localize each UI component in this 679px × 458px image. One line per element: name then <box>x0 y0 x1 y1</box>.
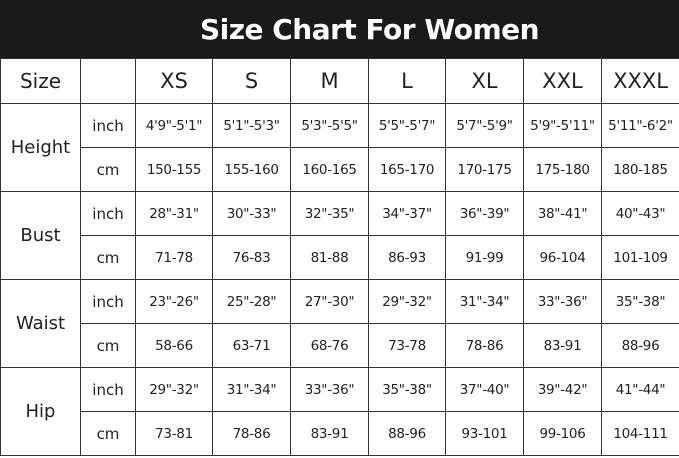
value-cell: 33"-36" <box>290 367 369 412</box>
size-header-l: L <box>368 58 446 104</box>
value-cell: 88-96 <box>601 323 679 368</box>
unit-label: inch <box>80 191 136 236</box>
value-cell: 58-66 <box>135 323 213 368</box>
value-cell: 81-88 <box>290 235 369 280</box>
value-cell: 27"-30" <box>290 279 369 324</box>
value-cell: 38"-41" <box>523 191 602 236</box>
size-label: Size <box>0 58 81 104</box>
value-cell: 160-165 <box>290 147 369 192</box>
value-cell: 5'3"-5'5" <box>290 103 369 148</box>
value-cell: 76-83 <box>212 235 291 280</box>
value-cell: 41"-44" <box>601 367 679 412</box>
value-cell: 93-101 <box>445 411 524 456</box>
value-cell: 23"-26" <box>135 279 213 324</box>
measure-label-waist: Waist <box>0 279 81 368</box>
value-cell: 5'5"-5'7" <box>368 103 446 148</box>
value-cell: 175-180 <box>523 147 602 192</box>
size-header-xxl: XXL <box>523 58 602 104</box>
table-row: Hip inch 29"-32" 31"-34" 33"-36" 35"-38" 37"-4… <box>0 367 679 456</box>
value-cell: 180-185 <box>601 147 679 192</box>
value-cell: 31"-34" <box>445 279 524 324</box>
value-cell: 40"-43" <box>601 191 679 236</box>
unit-label: cm <box>80 411 136 456</box>
unit-label: cm <box>80 323 136 368</box>
measure-label-hip: Hip <box>0 367 81 456</box>
value-cell: 63-71 <box>212 323 291 368</box>
value-cell: 73-78 <box>368 323 446 368</box>
value-cell: 29"-32" <box>135 367 213 412</box>
table-row: cm 58-66 63-71 68-76 73-78 78-86 83-91 88-96 <box>1 323 679 368</box>
value-cell: 31"-34" <box>212 367 291 412</box>
table-row: Waist inch 23"-26" 25"-28" 27"-30" 29"-32" 31"… <box>0 279 679 368</box>
value-cell: 34"-37" <box>368 191 446 236</box>
value-cell: 35"-38" <box>368 367 446 412</box>
measure-label-bust: Bust <box>0 191 81 280</box>
value-cell: 101-109 <box>601 235 679 280</box>
value-cell: 36"-39" <box>445 191 524 236</box>
size-header-m: M <box>290 58 369 104</box>
chart-title: Size Chart For Women <box>199 12 540 46</box>
table-row: Height inch 4'9"-5'1" 5'1"-5'3" 5'3"-5'5" 5'5… <box>0 103 679 192</box>
value-cell: 25"-28" <box>212 279 291 324</box>
value-cell: 83-91 <box>290 411 369 456</box>
value-cell: 104-111 <box>601 411 679 456</box>
value-cell: 35"-38" <box>601 279 679 324</box>
header-row: Size XS S M L XL XXL XXXL <box>0 58 679 104</box>
table-row: cm 150-155 155-160 160-165 165-170 170-175 175… <box>1 147 679 192</box>
value-cell: 83-91 <box>523 323 602 368</box>
unit-label: inch <box>80 103 136 148</box>
size-header-xl: XL <box>445 58 524 104</box>
title-bar: Size Chart For Women <box>0 0 679 58</box>
table-row: cm 71-78 76-83 81-88 86-93 91-99 96-104 101-109 <box>1 235 679 280</box>
unit-label: cm <box>80 235 136 280</box>
size-header-xs: XS <box>135 58 213 104</box>
value-cell: 68-76 <box>290 323 369 368</box>
value-cell: 155-160 <box>212 147 291 192</box>
table-row: Bust inch 28"-31" 30"-33" 32"-35" 34"-37" 36"-… <box>0 191 679 280</box>
size-header-xxxl: XXXL <box>601 58 679 104</box>
value-cell: 73-81 <box>135 411 213 456</box>
value-cell: 29"-32" <box>368 279 446 324</box>
value-cell: 5'11"-6'2" <box>601 103 679 148</box>
unit-header-cell <box>80 58 136 104</box>
value-cell: 165-170 <box>368 147 446 192</box>
value-cell: 30"-33" <box>212 191 291 236</box>
unit-label: inch <box>80 367 136 412</box>
value-cell: 150-155 <box>135 147 213 192</box>
value-cell: 71-78 <box>135 235 213 280</box>
value-cell: 37"-40" <box>445 367 524 412</box>
table-row: cm 73-81 78-86 83-91 88-96 93-101 99-106 104-11… <box>1 411 679 456</box>
unit-label: inch <box>80 279 136 324</box>
value-cell: 4'9"-5'1" <box>135 103 213 148</box>
value-cell: 170-175 <box>445 147 524 192</box>
value-cell: 88-96 <box>368 411 446 456</box>
value-cell: 96-104 <box>523 235 602 280</box>
measure-label-height: Height <box>0 103 81 192</box>
value-cell: 5'7"-5'9" <box>445 103 524 148</box>
value-cell: 91-99 <box>445 235 524 280</box>
value-cell: 39"-42" <box>523 367 602 412</box>
value-cell: 78-86 <box>445 323 524 368</box>
value-cell: 33"-36" <box>523 279 602 324</box>
value-cell: 5'1"-5'3" <box>212 103 291 148</box>
unit-label: cm <box>80 147 136 192</box>
value-cell: 86-93 <box>368 235 446 280</box>
value-cell: 99-106 <box>523 411 602 456</box>
size-header-s: S <box>212 58 291 104</box>
value-cell: 32"-35" <box>290 191 369 236</box>
value-cell: 78-86 <box>212 411 291 456</box>
value-cell: 28"-31" <box>135 191 213 236</box>
value-cell: 5'9"-5'11" <box>523 103 602 148</box>
size-chart-table: Size XS S M L XL XXL XXXL Height inch 4'9"-5'1" 5'1… <box>0 58 679 456</box>
